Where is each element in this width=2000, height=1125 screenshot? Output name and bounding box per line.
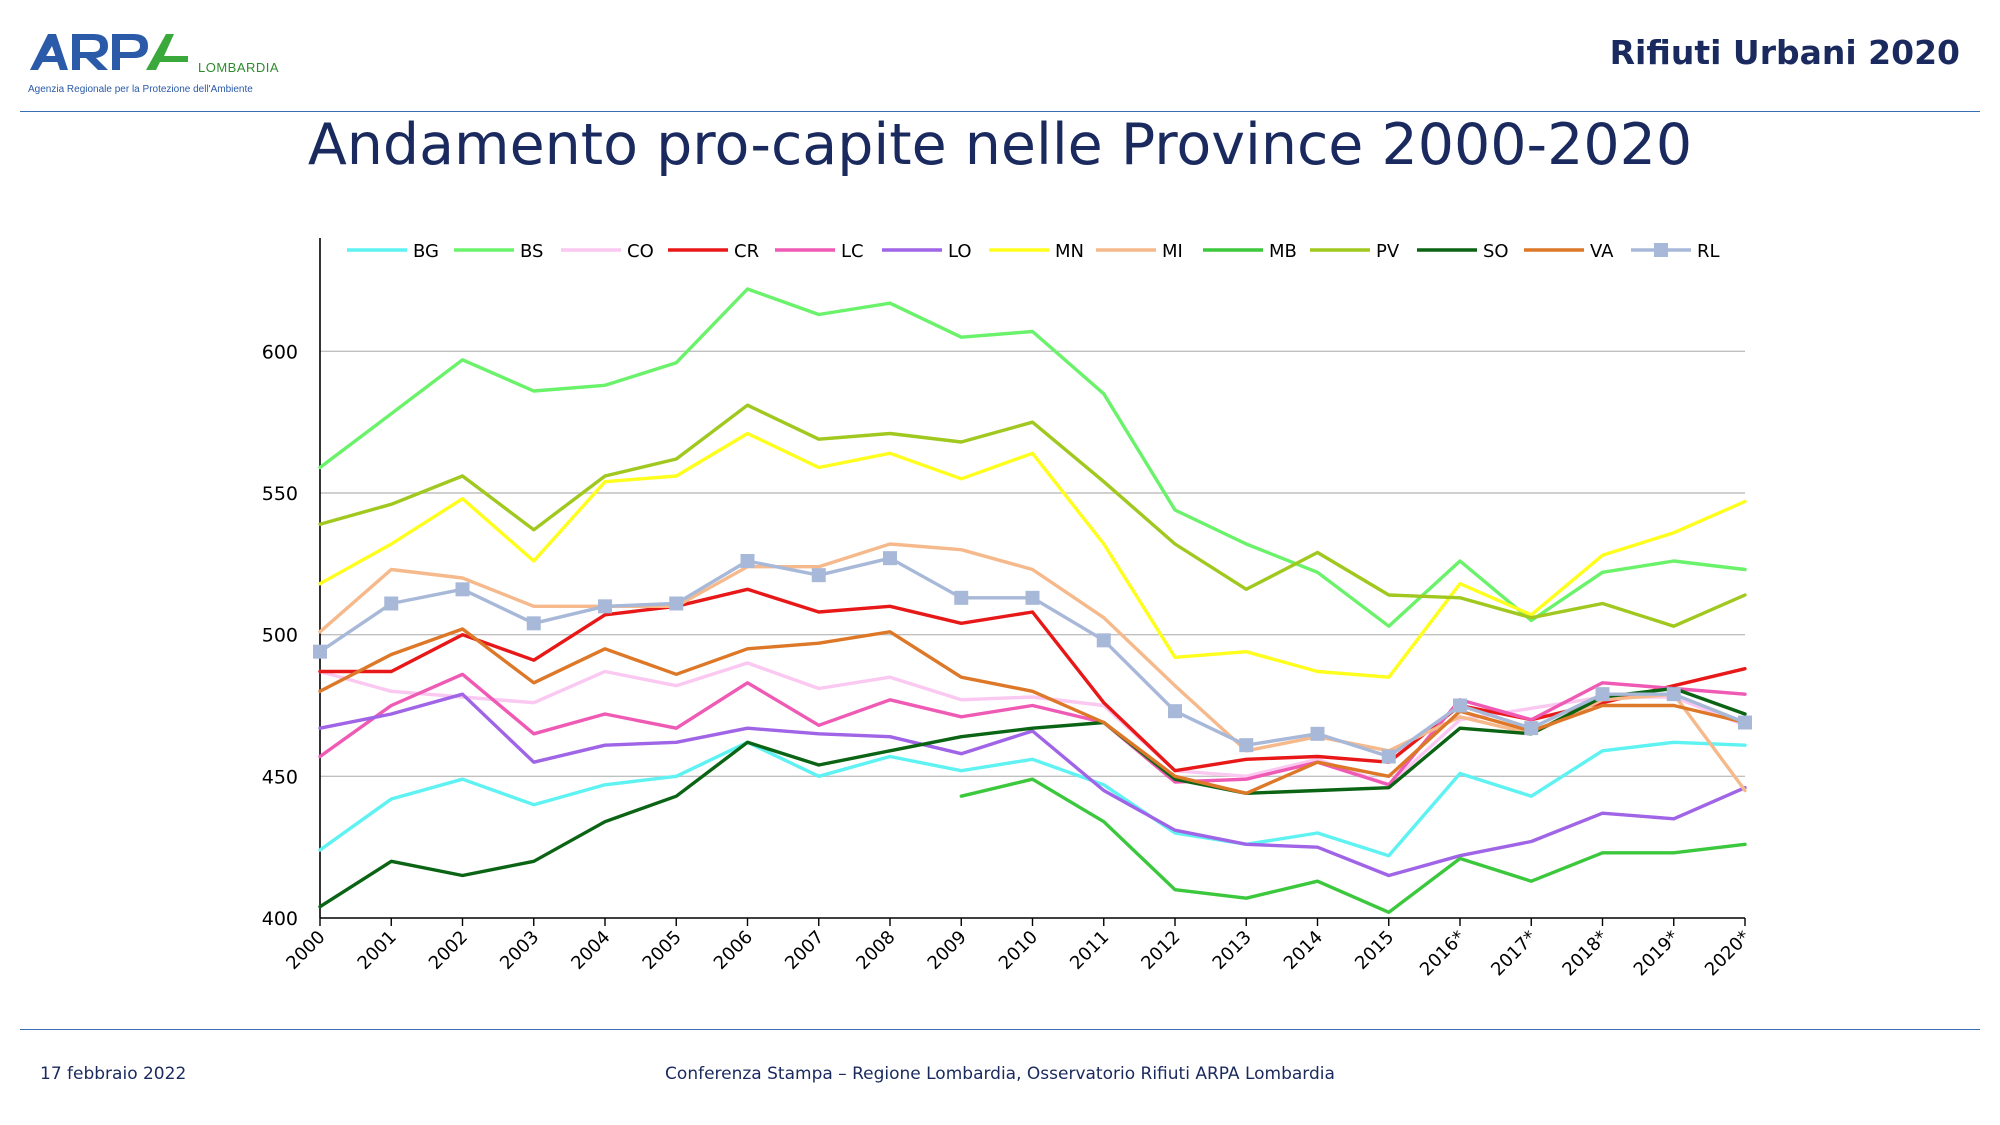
- series-lines: [313, 287, 1752, 914]
- marker-rl: [811, 568, 826, 583]
- legend-label-lo: LO: [948, 241, 972, 262]
- marker-rl: [313, 644, 327, 659]
- footer-divider: [20, 1029, 1980, 1030]
- chart-axes: 400 450 500 550 600 2000 2001 2002 2003 2004 2005 2…: [262, 238, 1755, 980]
- marker-rl: [598, 599, 612, 614]
- footer-date: 17 febbraio 2022: [40, 1064, 187, 1084]
- arpa-logo-mark: [30, 34, 188, 70]
- series-line-mb: [959, 777, 1747, 914]
- series-line-lo: [318, 692, 1747, 878]
- marker-rl: [669, 596, 684, 611]
- legend-label-lc: LC: [841, 241, 864, 262]
- marker-rl: [455, 582, 470, 597]
- marker-rl: [1666, 687, 1681, 702]
- y-tick-label: 400: [262, 908, 298, 930]
- series-line-bg: [318, 740, 1747, 858]
- x-tick-label: 2014: [1280, 927, 1327, 974]
- x-tick-label: 2012: [1137, 927, 1184, 974]
- series-line-lc: [318, 672, 1747, 787]
- legend-label-va: VA: [1590, 241, 1614, 262]
- legend-label-pv: PV: [1376, 241, 1400, 262]
- series-line-bs: [318, 287, 1747, 628]
- x-tick-label: 2004: [567, 927, 614, 974]
- marker-rl: [1595, 687, 1610, 702]
- slide-title: Andamento pro-capite nelle Province 2000…: [307, 112, 1693, 178]
- report-title: Rifiuti Urbani 2020: [1609, 33, 1960, 72]
- legend-label-bs: BS: [520, 241, 543, 262]
- marker-rl: [1310, 726, 1325, 741]
- series-line-mn: [318, 431, 1747, 679]
- y-tick-label: 500: [262, 625, 298, 647]
- marker-rl: [1381, 749, 1396, 764]
- x-tick-label: 2005: [639, 927, 686, 974]
- legend-label-mb: MB: [1269, 241, 1297, 262]
- legend-label-mn: MN: [1055, 241, 1084, 262]
- marker-rl: [526, 616, 541, 631]
- chart-legend: BG BS CO CR LC LO MN MI MB PV SO VA RL: [347, 241, 1720, 262]
- legend-label-co: CO: [627, 241, 654, 262]
- legend-label-cr: CR: [734, 241, 759, 262]
- x-tick-label: 2006: [710, 927, 757, 974]
- legend-marker-rl: [1654, 243, 1668, 257]
- x-tick-label: 2002: [425, 927, 472, 974]
- footer-caption: Conferenza Stampa – Regione Lombardia, O…: [665, 1064, 1335, 1084]
- marker-rl: [883, 551, 897, 566]
- x-tick-label: 2008: [852, 927, 899, 974]
- x-tick-label: 2015: [1351, 927, 1398, 974]
- legend-label-so: SO: [1483, 241, 1509, 262]
- x-tick-label: 2020*: [1701, 927, 1755, 981]
- marker-rl: [1738, 715, 1752, 730]
- logo-subtext: LOMBARDIA: [198, 60, 280, 75]
- x-tick-label: 2017*: [1487, 927, 1541, 981]
- header-divider: [20, 111, 1980, 112]
- marker-rl: [1096, 633, 1111, 648]
- legend-label-bg: BG: [413, 241, 439, 262]
- legend-label-rl: RL: [1697, 241, 1720, 262]
- y-tick-label: 600: [262, 341, 298, 363]
- x-tick-label: 2011: [1066, 927, 1113, 974]
- x-tick-label: 2016*: [1416, 927, 1470, 981]
- arpa-logo: LOMBARDIA Agenzia Regionale per la Prote…: [28, 28, 279, 103]
- marker-rl: [1168, 704, 1182, 719]
- x-tick-label: 2003: [496, 927, 543, 974]
- x-tick-label: 2018*: [1558, 927, 1612, 981]
- marker-rl: [1453, 698, 1467, 713]
- marker-rl: [384, 596, 399, 611]
- series-line-so: [318, 686, 1747, 909]
- marker-rl: [740, 554, 755, 568]
- marker-rl: [1025, 590, 1040, 605]
- series-line-cr: [318, 587, 1747, 773]
- x-tick-label: 2000: [282, 927, 329, 974]
- x-tick-label: 2007: [781, 927, 828, 974]
- series-line-mi: [318, 542, 1747, 793]
- marker-rl: [1524, 721, 1539, 736]
- x-tick-label: 2019*: [1630, 927, 1684, 981]
- series-line-pv: [318, 403, 1747, 628]
- x-tick-label: 2009: [924, 927, 971, 974]
- marker-rl: [954, 590, 969, 605]
- grid-lines: [320, 350, 1745, 778]
- y-tick-label: 550: [262, 483, 298, 505]
- x-tick-label: 2010: [995, 927, 1042, 974]
- logo-tagline: Agenzia Regionale per la Protezione dell…: [28, 84, 253, 95]
- legend-label-mi: MI: [1162, 241, 1183, 262]
- series-line-va: [318, 627, 1747, 795]
- x-tick-label: 2013: [1209, 927, 1256, 974]
- marker-rl: [1239, 738, 1254, 753]
- x-tick-label: 2001: [354, 927, 401, 974]
- y-tick-label: 450: [262, 766, 298, 788]
